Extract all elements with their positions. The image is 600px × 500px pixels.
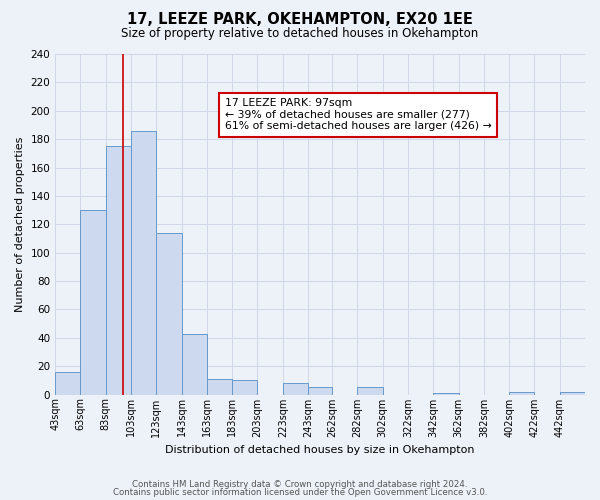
Bar [207, 379, 232, 394]
Bar [157, 233, 182, 394]
Text: 17 LEEZE PARK: 97sqm
← 39% of detached houses are smaller (277)
61% of semi-deta: 17 LEEZE PARK: 97sqm ← 39% of detached h… [225, 98, 491, 132]
Bar [560, 392, 585, 394]
Text: Contains HM Land Registry data © Crown copyright and database right 2024.: Contains HM Land Registry data © Crown c… [132, 480, 468, 489]
Bar [509, 392, 535, 394]
X-axis label: Distribution of detached houses by size in Okehampton: Distribution of detached houses by size … [166, 445, 475, 455]
Bar [55, 372, 80, 394]
Bar [283, 383, 308, 394]
Bar [80, 210, 106, 394]
Bar [232, 380, 257, 394]
Bar [106, 146, 131, 394]
Bar [131, 130, 157, 394]
Text: 17, LEEZE PARK, OKEHAMPTON, EX20 1EE: 17, LEEZE PARK, OKEHAMPTON, EX20 1EE [127, 12, 473, 28]
Bar [433, 393, 458, 394]
Text: Contains public sector information licensed under the Open Government Licence v3: Contains public sector information licen… [113, 488, 487, 497]
Bar [182, 334, 207, 394]
Bar [308, 388, 332, 394]
Text: Size of property relative to detached houses in Okehampton: Size of property relative to detached ho… [121, 28, 479, 40]
Bar [358, 388, 383, 394]
Y-axis label: Number of detached properties: Number of detached properties [15, 136, 25, 312]
